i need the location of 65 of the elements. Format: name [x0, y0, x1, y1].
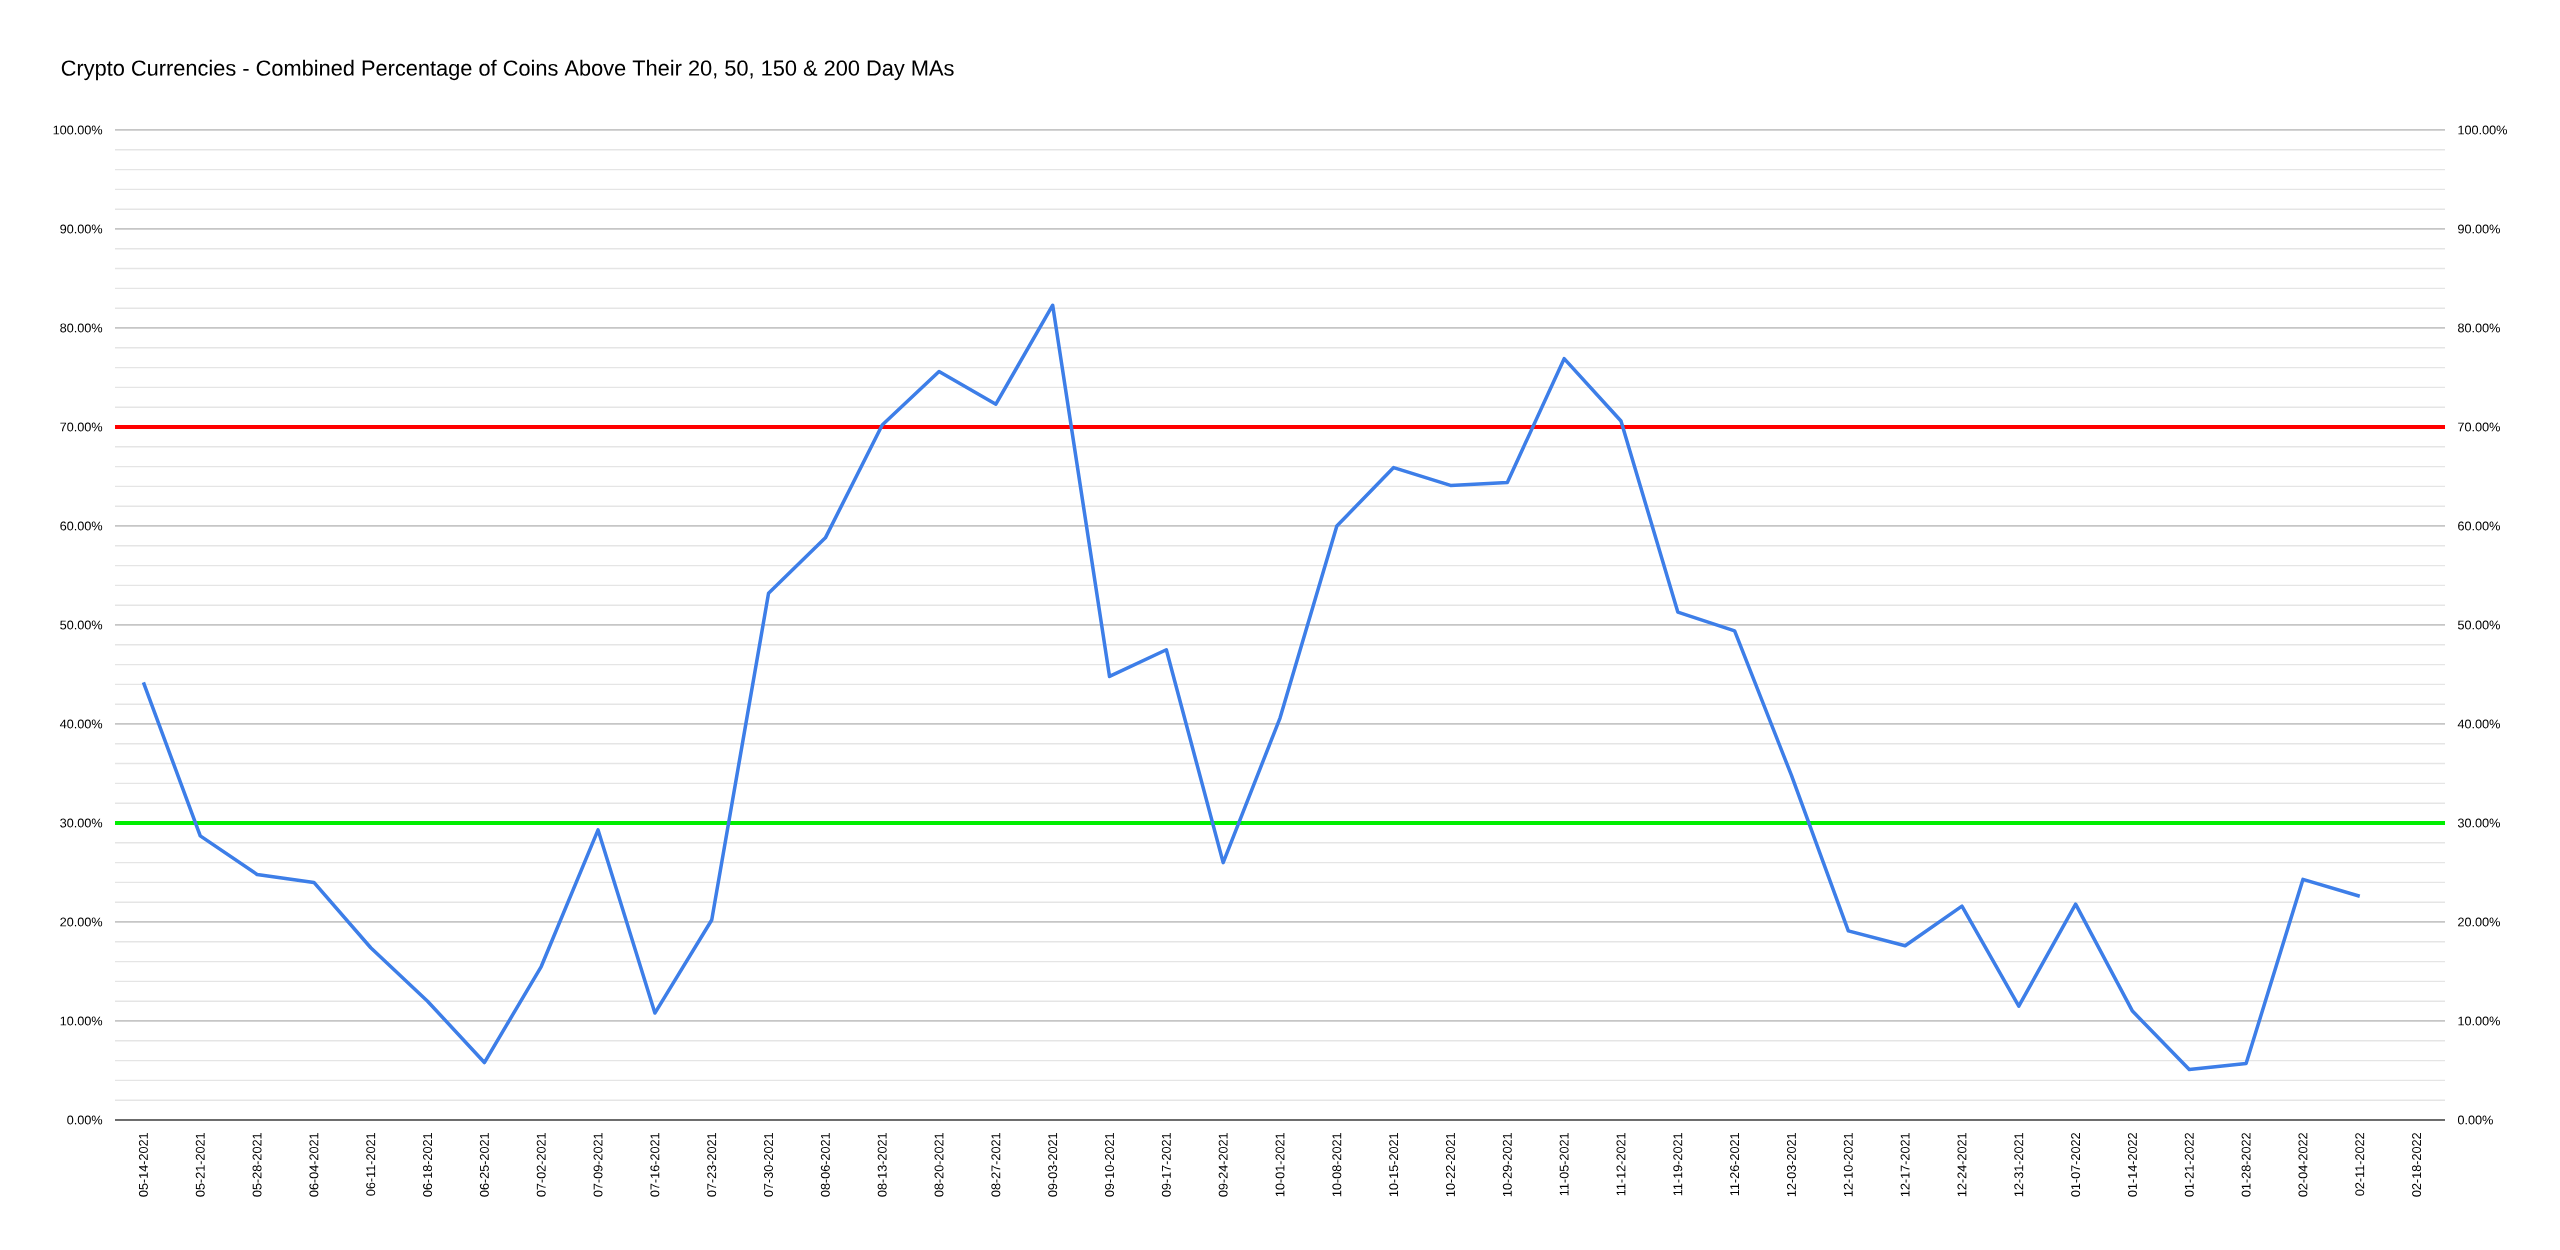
x-tick-label: 09-03-2021 — [1048, 1133, 1058, 1197]
x-tick-label: 01-21-2022 — [2184, 1133, 2194, 1197]
y2-tick-label: 50.00% — [2457, 620, 2500, 630]
x-tick-label: 11-26-2021 — [1730, 1133, 1740, 1196]
x-tick-label: 08-06-2021 — [820, 1133, 830, 1197]
y2-tick-label: 100.00% — [2458, 125, 2507, 135]
x-tick-label: 12-31-2021 — [2014, 1133, 2024, 1197]
x-tick-label: 01-28-2022 — [2241, 1133, 2251, 1197]
x-tick-label: 06-04-2021 — [309, 1133, 319, 1197]
x-tick-label: 05-21-2021 — [195, 1133, 205, 1197]
y2-tick-label: 70.00% — [2458, 422, 2500, 432]
x-tick-label: 02-18-2022 — [2412, 1133, 2422, 1197]
line-series — [141, 303, 2362, 1072]
y-tick-label: 90.00% — [60, 224, 103, 234]
y2-tick-label: 10.00% — [2458, 1016, 2500, 1026]
x-tick-label: 10-08-2021 — [1332, 1133, 1342, 1197]
y-tick-label: 50.00% — [60, 620, 103, 630]
y2-tick-label: 40.00% — [2457, 719, 2500, 729]
x-tick-label: 12-03-2021 — [1786, 1133, 1796, 1197]
y-tick-label: 60.00% — [60, 521, 103, 531]
y-tick-label: 10.00% — [60, 1016, 103, 1026]
x-tick-label: 07-16-2021 — [650, 1133, 660, 1197]
y-tick-label: 40.00% — [59, 719, 103, 729]
x-tick-label: 08-13-2021 — [877, 1133, 887, 1197]
x-tick-label: 05-28-2021 — [252, 1133, 262, 1197]
x-tick-label: 12-10-2021 — [1843, 1133, 1853, 1197]
x-tick-label: 09-10-2021 — [1105, 1133, 1114, 1197]
x-tick-label: 12-17-2021 — [1900, 1133, 1910, 1197]
y2-tick-label: 30.00% — [2457, 818, 2500, 828]
x-tick-label: 11-05-2021 — [1559, 1133, 1569, 1196]
x-tick-label: 01-14-2022 — [2127, 1133, 2137, 1197]
y-tick-label: 80.00% — [60, 323, 103, 333]
y2-tick-label: 80.00% — [2458, 323, 2500, 333]
x-tick-label: 07-02-2021 — [536, 1133, 546, 1197]
x-tick-label: 09-24-2021 — [1218, 1133, 1228, 1197]
chart-title: Crypto Currencies - Combined Percentage of Coins Above Their 20, 50, 150 & 200 Day MAs — [61, 59, 954, 81]
x-tick-label: 06-11-2021 — [366, 1133, 376, 1196]
x-tick-label: 09-17-2021 — [1161, 1133, 1171, 1197]
x-tick-label: 11-12-2021 — [1616, 1133, 1626, 1196]
x-tick-label: 08-20-2021 — [934, 1133, 944, 1197]
y-tick-label: 30.00% — [60, 818, 103, 828]
x-tick-label: 07-30-2021 — [764, 1133, 774, 1197]
x-tick-label: 12-24-2021 — [1957, 1133, 1967, 1197]
x-tick-label: 05-14-2021 — [138, 1133, 148, 1197]
y-tick-label: 20.00% — [60, 917, 103, 927]
x-tick-label: 01-07-2022 — [2071, 1133, 2081, 1197]
x-tick-label: 06-25-2021 — [479, 1133, 489, 1197]
y2-tick-label: 0.00% — [2457, 1115, 2493, 1125]
y-tick-label: 70.00% — [60, 422, 103, 432]
x-tick-label: 07-09-2021 — [593, 1133, 603, 1197]
y2-tick-label: 90.00% — [2458, 224, 2500, 234]
x-tick-label: 10-15-2021 — [1389, 1133, 1399, 1197]
x-tick-label: 10-22-2021 — [1445, 1133, 1455, 1197]
y-tick-label: 0.00% — [67, 1115, 103, 1125]
y2-tick-label: 60.00% — [2458, 521, 2500, 531]
x-tick-label: 08-27-2021 — [991, 1133, 1001, 1197]
x-tick-label: 06-18-2021 — [423, 1133, 433, 1197]
x-tick-label: 02-11-2022 — [2355, 1133, 2365, 1196]
y2-tick-label: 20.00% — [2458, 917, 2500, 927]
x-tick-label: 07-23-2021 — [707, 1133, 717, 1197]
x-tick-label: 02-04-2022 — [2298, 1133, 2308, 1197]
x-tick-label: 11-19-2021 — [1673, 1133, 1683, 1196]
y-tick-label: 100.00% — [53, 125, 103, 135]
x-tick-label: 10-29-2021 — [1502, 1133, 1512, 1197]
x-tick-label: 10-01-2021 — [1275, 1133, 1285, 1197]
